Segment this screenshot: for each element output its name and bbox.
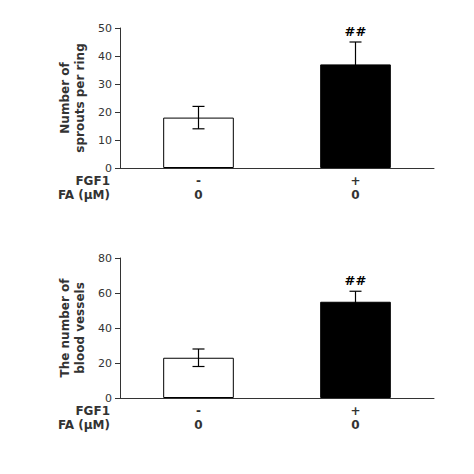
svg-text:0: 0	[105, 392, 112, 405]
svg-text:0: 0	[351, 418, 359, 432]
svg-text:-: -	[196, 174, 201, 188]
svg-text:sprouts per ring: sprouts per ring	[73, 43, 87, 152]
svg-text:blood vessels: blood vessels	[73, 282, 87, 374]
svg-text:+: +	[350, 404, 360, 418]
svg-text:10: 10	[98, 134, 112, 147]
svg-text:FGF1: FGF1	[75, 404, 110, 418]
svg-text:20: 20	[98, 106, 112, 119]
svg-text:40: 40	[98, 50, 112, 63]
svg-text:20: 20	[98, 357, 112, 370]
svg-text:30: 30	[98, 78, 112, 91]
svg-text:##: ##	[345, 24, 367, 39]
svg-text:80: 80	[98, 252, 112, 265]
svg-text:+: +	[350, 174, 360, 188]
svg-text:40: 40	[98, 322, 112, 335]
svg-text:-: -	[196, 404, 201, 418]
svg-text:FGF1: FGF1	[75, 174, 110, 188]
svg-text:FA (μM): FA (μM)	[58, 188, 110, 202]
svg-text:FA (μM): FA (μM)	[58, 418, 110, 432]
svg-text:##: ##	[345, 273, 367, 288]
svg-text:The number of: The number of	[58, 278, 72, 378]
svg-text:50: 50	[98, 22, 112, 35]
svg-text:0: 0	[194, 188, 202, 202]
svg-text:0: 0	[351, 188, 359, 202]
svg-text:0: 0	[194, 418, 202, 432]
svg-text:Number of: Number of	[58, 62, 72, 134]
svg-text:60: 60	[98, 287, 112, 300]
svg-text:0: 0	[105, 162, 112, 175]
